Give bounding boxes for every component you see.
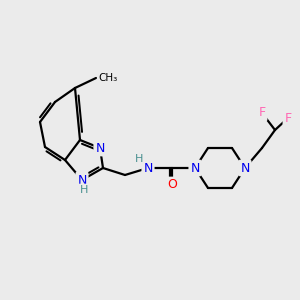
- Text: F: F: [258, 106, 266, 119]
- Text: N: N: [143, 161, 153, 175]
- Text: F: F: [284, 112, 292, 124]
- Text: N: N: [190, 161, 200, 175]
- Text: CH₃: CH₃: [98, 73, 117, 83]
- Text: N: N: [240, 161, 250, 175]
- Text: N: N: [77, 173, 87, 187]
- Text: O: O: [167, 178, 177, 191]
- Text: H: H: [80, 185, 88, 195]
- Text: H: H: [135, 154, 143, 164]
- Text: N: N: [95, 142, 105, 154]
